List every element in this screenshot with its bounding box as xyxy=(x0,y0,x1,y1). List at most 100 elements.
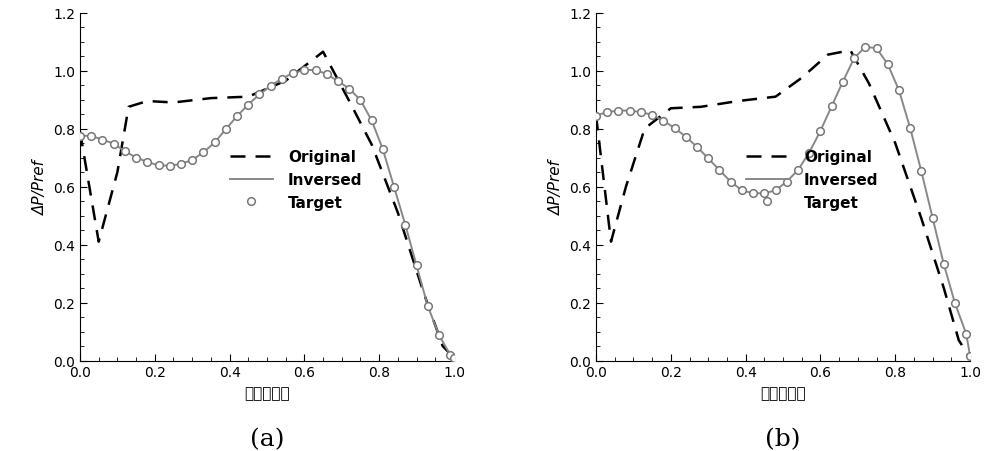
Inversed xyxy=(702,156,714,162)
Line: Inversed: Inversed xyxy=(80,71,454,358)
Inversed xyxy=(803,151,815,156)
Line: Original: Original xyxy=(596,51,970,358)
Target xyxy=(770,188,782,193)
Target xyxy=(680,135,692,140)
Original xyxy=(665,106,677,112)
Target xyxy=(904,126,916,131)
Inversed xyxy=(422,304,434,309)
Inversed xyxy=(770,188,782,193)
Target xyxy=(74,134,86,139)
Target xyxy=(964,353,976,359)
Text: (b): (b) xyxy=(765,427,801,450)
Original xyxy=(437,344,449,349)
Original xyxy=(418,291,430,297)
Target xyxy=(354,98,366,104)
Target xyxy=(781,179,793,185)
Inversed xyxy=(747,191,759,197)
Target xyxy=(859,45,871,51)
Target xyxy=(646,113,658,119)
Inversed xyxy=(657,119,669,124)
Target xyxy=(377,147,389,153)
Inversed xyxy=(448,355,460,361)
Original xyxy=(844,48,856,54)
Original xyxy=(167,101,179,106)
Target xyxy=(343,87,355,92)
Target xyxy=(310,68,322,74)
Target xyxy=(287,71,299,76)
Y-axis label: ΔP/Pref: ΔP/Pref xyxy=(549,160,564,215)
Target xyxy=(265,84,277,89)
Inversed xyxy=(141,160,153,165)
Original xyxy=(695,105,707,110)
Text: (a): (a) xyxy=(250,427,284,450)
Target xyxy=(657,119,669,124)
Inversed xyxy=(276,77,288,82)
Target xyxy=(164,164,176,169)
Original xyxy=(953,338,965,343)
Original xyxy=(141,99,153,105)
Inversed xyxy=(96,138,108,143)
Target xyxy=(276,77,288,82)
Target xyxy=(209,140,221,146)
Inversed xyxy=(175,162,187,167)
Inversed xyxy=(669,126,681,131)
Line: Inversed: Inversed xyxy=(596,48,970,356)
Original xyxy=(123,105,135,110)
Inversed xyxy=(624,109,636,114)
Inversed xyxy=(848,56,860,62)
Original xyxy=(111,170,123,175)
Target xyxy=(803,151,815,156)
Line: Original: Original xyxy=(80,53,454,358)
Inversed xyxy=(321,72,333,78)
Inversed xyxy=(725,179,737,185)
Inversed xyxy=(119,149,131,155)
Inversed xyxy=(85,134,97,139)
Line: Target: Target xyxy=(76,67,458,362)
Inversed xyxy=(680,135,692,140)
Legend: Original, Inversed, Target: Original, Inversed, Target xyxy=(230,150,362,210)
Inversed xyxy=(960,331,972,337)
Inversed xyxy=(209,140,221,146)
Target xyxy=(871,46,883,52)
Inversed xyxy=(242,102,254,108)
Target xyxy=(713,168,725,173)
Inversed xyxy=(736,188,748,193)
Inversed xyxy=(130,156,142,161)
Target xyxy=(758,191,770,197)
Inversed xyxy=(837,80,849,85)
Target xyxy=(253,92,265,98)
Original xyxy=(317,50,329,55)
Target xyxy=(837,80,849,85)
Target xyxy=(298,68,310,74)
Original xyxy=(366,143,378,148)
Target xyxy=(242,102,254,108)
Target xyxy=(747,191,759,197)
Target xyxy=(422,304,434,309)
Target xyxy=(612,109,624,114)
Target xyxy=(85,134,97,139)
Target xyxy=(197,150,209,156)
Legend: Original, Inversed, Target: Original, Inversed, Target xyxy=(746,150,878,210)
Inversed xyxy=(871,46,883,52)
Target xyxy=(814,129,826,134)
Inversed xyxy=(590,114,602,119)
Target xyxy=(736,188,748,193)
Inversed xyxy=(814,129,826,134)
Target xyxy=(792,168,804,173)
Inversed xyxy=(231,114,243,120)
Target xyxy=(220,127,232,133)
Inversed xyxy=(646,113,658,119)
Line: Target: Target xyxy=(592,44,974,360)
Inversed xyxy=(713,168,725,173)
Inversed xyxy=(366,119,378,124)
Target xyxy=(960,331,972,337)
Original xyxy=(639,127,651,132)
Original xyxy=(93,239,105,245)
Target xyxy=(96,138,108,143)
Inversed xyxy=(164,164,176,169)
Inversed xyxy=(377,147,389,153)
Original xyxy=(620,184,632,190)
Target xyxy=(231,114,243,120)
Inversed xyxy=(938,262,950,267)
Inversed xyxy=(758,191,770,197)
